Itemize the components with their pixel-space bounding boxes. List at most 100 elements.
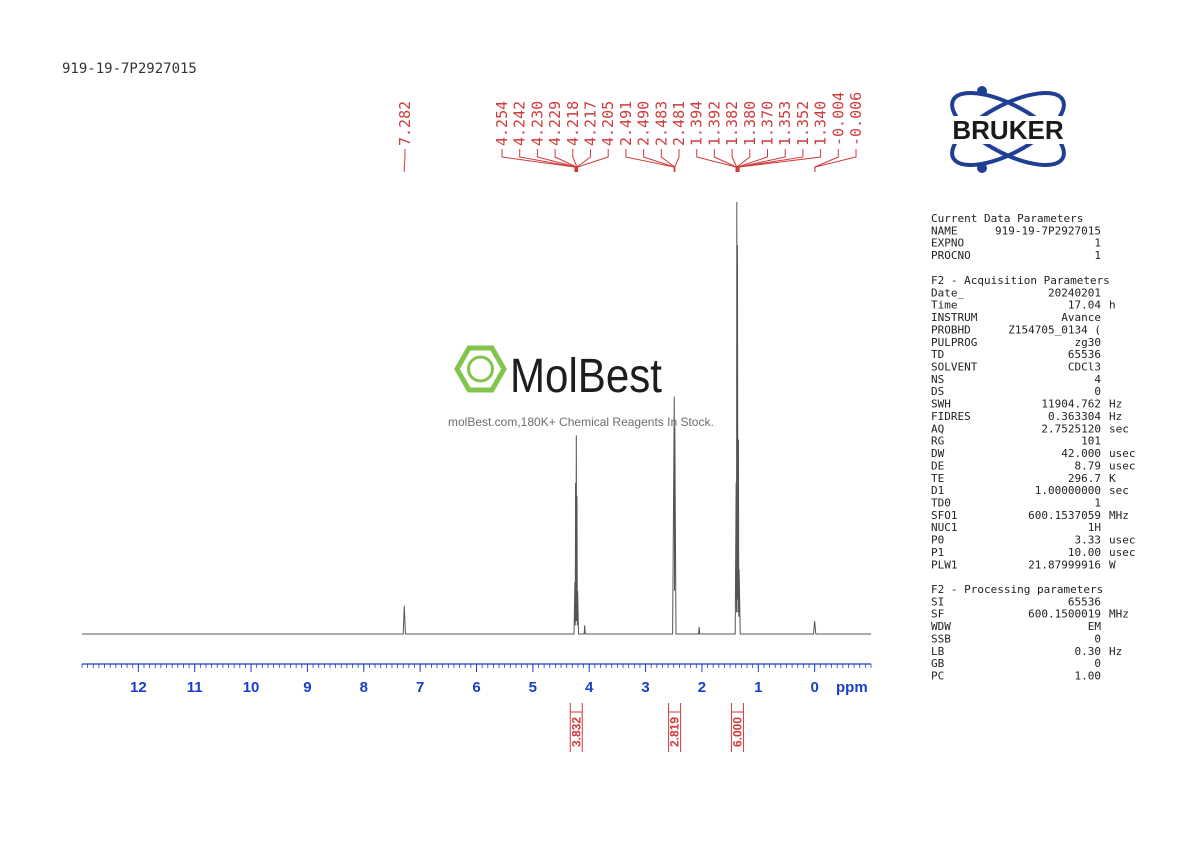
integral-label: 6.000 bbox=[730, 717, 744, 747]
logo-text: BRUKER bbox=[952, 115, 1063, 145]
peak-marker bbox=[576, 149, 591, 172]
param-value: zg30 bbox=[1075, 336, 1102, 349]
param-unit: usec bbox=[1109, 459, 1136, 472]
peak-marker bbox=[738, 149, 822, 172]
param-key: NUC1 bbox=[931, 521, 958, 534]
param-value: 600.1500019 bbox=[1028, 608, 1101, 621]
x-tick-label: 5 bbox=[529, 679, 537, 696]
param-key: TD0 bbox=[931, 496, 951, 509]
param-key: PLW1 bbox=[931, 558, 958, 571]
param-key: PROBHD bbox=[931, 323, 971, 336]
x-tick-label: 8 bbox=[360, 679, 368, 696]
param-key: SI bbox=[931, 595, 944, 608]
param-unit: sec bbox=[1109, 484, 1129, 497]
param-key: Time bbox=[931, 299, 958, 312]
param-key: GB bbox=[931, 657, 945, 670]
param-key: P0 bbox=[931, 534, 944, 547]
param-key: TD bbox=[931, 348, 944, 361]
param-value: 0 bbox=[1094, 657, 1101, 670]
param-key: PROCNO bbox=[931, 249, 971, 262]
peak-marker bbox=[737, 149, 804, 172]
param-unit: Hz bbox=[1109, 398, 1122, 411]
param-key: EXPNO bbox=[931, 237, 964, 250]
peak-label: 4.242 bbox=[511, 101, 529, 146]
watermark: MolBest molBest.com,180K+ Chemical Reage… bbox=[448, 345, 714, 429]
param-value: 1.00 bbox=[1075, 670, 1102, 683]
param-unit: K bbox=[1109, 472, 1116, 485]
param-value: CDCl3 bbox=[1068, 361, 1101, 374]
x-axis-label: ppm bbox=[836, 679, 868, 696]
peak-label: 4.229 bbox=[546, 101, 564, 146]
param-value: 1.00000000 bbox=[1035, 484, 1101, 497]
param-key: DE bbox=[931, 459, 944, 472]
param-value: Avance bbox=[1061, 311, 1101, 324]
param-value: 1 bbox=[1094, 237, 1101, 250]
param-value: 20240201 bbox=[1048, 286, 1101, 299]
peak-marker bbox=[736, 149, 751, 172]
param-key: INSTRUM bbox=[931, 311, 978, 324]
param-value: 101 bbox=[1081, 435, 1101, 448]
param-key: FIDRES bbox=[931, 410, 971, 423]
peak-marker bbox=[577, 149, 609, 172]
param-value: 65536 bbox=[1068, 348, 1101, 361]
param-value: 65536 bbox=[1068, 595, 1101, 608]
param-value: 0.30 bbox=[1075, 645, 1102, 658]
param-unit: MHz bbox=[1109, 608, 1129, 621]
param-value: 21.87999916 bbox=[1028, 558, 1101, 571]
peak-label: 2.490 bbox=[635, 101, 653, 146]
param-key: NS bbox=[931, 373, 944, 386]
x-tick-label: 2 bbox=[698, 679, 706, 696]
param-value: 10.00 bbox=[1068, 546, 1101, 559]
x-tick-label: 1 bbox=[754, 679, 762, 696]
logo-band bbox=[924, 116, 1092, 144]
peak-marker bbox=[403, 149, 406, 172]
peak-label: 2.491 bbox=[617, 101, 635, 146]
sample-id: 919-19-7P2927015 bbox=[62, 61, 197, 77]
peak-label: 1.370 bbox=[759, 101, 777, 146]
x-tick-label: 7 bbox=[416, 679, 424, 696]
peak-label: 1.340 bbox=[812, 101, 830, 146]
param-value: 11904.762 bbox=[1041, 398, 1101, 411]
param-unit: MHz bbox=[1109, 509, 1129, 522]
param-value: 600.1537059 bbox=[1028, 509, 1101, 522]
hexagon bbox=[454, 345, 507, 393]
param-value: 8.79 bbox=[1075, 459, 1102, 472]
param-key: RG bbox=[931, 435, 944, 448]
peak-label: 4.217 bbox=[582, 101, 600, 146]
param-key: SFO1 bbox=[931, 509, 958, 522]
bruker-logo: BRUKER bbox=[924, 86, 1092, 173]
param-unit: Hz bbox=[1109, 410, 1122, 423]
param-value: 919-19-7P2927015 bbox=[995, 224, 1101, 237]
peak-label: 1.380 bbox=[741, 101, 759, 146]
peak-label: 1.394 bbox=[688, 101, 706, 146]
param-value: 1H bbox=[1088, 521, 1101, 534]
param-unit: Hz bbox=[1109, 645, 1122, 658]
orbit bbox=[950, 90, 1066, 168]
peak-label: 2.483 bbox=[652, 101, 670, 146]
x-tick-label: 12 bbox=[130, 679, 147, 696]
param-key: PULPROG bbox=[931, 336, 977, 349]
peak-label: 4.218 bbox=[564, 101, 582, 146]
param-value: 3.33 bbox=[1075, 534, 1102, 547]
x-tick-label: 6 bbox=[472, 679, 480, 696]
param-value: 0 bbox=[1094, 385, 1101, 398]
param-value: 4 bbox=[1094, 373, 1101, 386]
param-key: DS bbox=[931, 385, 944, 398]
peak-marker bbox=[554, 149, 577, 172]
peak-label: 4.254 bbox=[493, 101, 511, 146]
peak-marker bbox=[814, 149, 857, 172]
param-key: LB bbox=[931, 645, 945, 658]
tagline: molBest.com,180K+ Chemical Reagents In S… bbox=[448, 415, 714, 429]
x-tick-label: 11 bbox=[187, 679, 203, 696]
param-unit: usec bbox=[1109, 447, 1136, 460]
param-key: SOLVENT bbox=[931, 361, 978, 374]
peak-marker bbox=[713, 149, 737, 172]
spectrum-line bbox=[82, 201, 871, 635]
peak-label: 1.382 bbox=[723, 101, 741, 146]
integral-bracket bbox=[730, 703, 744, 752]
param-key: SSB bbox=[931, 632, 951, 645]
param-value: 17.04 bbox=[1068, 299, 1101, 312]
